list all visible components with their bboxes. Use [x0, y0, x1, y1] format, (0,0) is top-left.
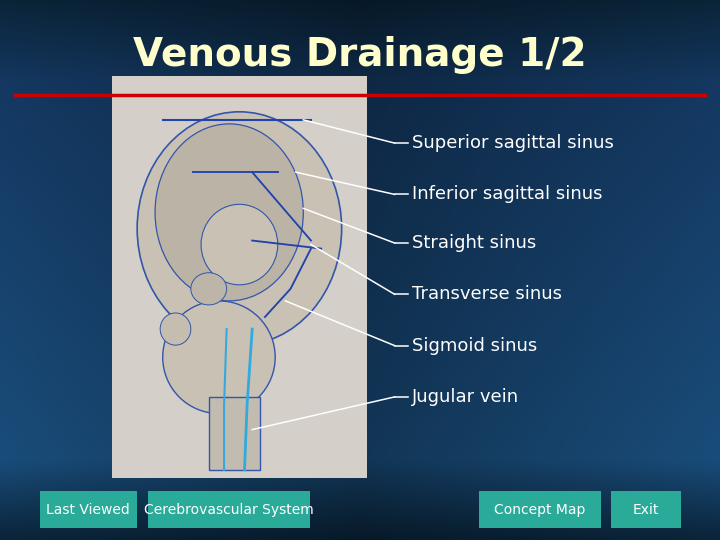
Text: Superior sagittal sinus: Superior sagittal sinus	[412, 134, 613, 152]
Bar	[112, 76, 367, 478]
Text: Jugular vein: Jugular vein	[412, 388, 518, 406]
Text: Last Viewed: Last Viewed	[46, 503, 130, 517]
Text: Venous Drainage 1/2: Venous Drainage 1/2	[133, 36, 587, 74]
Bar	[40, 491, 137, 528]
Ellipse shape	[155, 124, 303, 301]
Text: Straight sinus: Straight sinus	[412, 234, 536, 252]
Text: Cerebrovascular System: Cerebrovascular System	[144, 503, 313, 517]
Text: Inferior sagittal sinus: Inferior sagittal sinus	[412, 185, 602, 204]
Text: Exit: Exit	[633, 503, 659, 517]
Bar	[611, 491, 681, 528]
Ellipse shape	[137, 112, 341, 345]
Ellipse shape	[160, 313, 191, 345]
Text: Concept Map: Concept Map	[495, 503, 585, 517]
Ellipse shape	[191, 273, 227, 305]
Text: Sigmoid sinus: Sigmoid sinus	[412, 336, 537, 355]
Bar	[479, 491, 601, 528]
Ellipse shape	[201, 204, 278, 285]
Bar	[148, 491, 310, 528]
Text: Transverse sinus: Transverse sinus	[412, 285, 562, 303]
Bar	[209, 397, 260, 470]
Ellipse shape	[163, 301, 275, 414]
